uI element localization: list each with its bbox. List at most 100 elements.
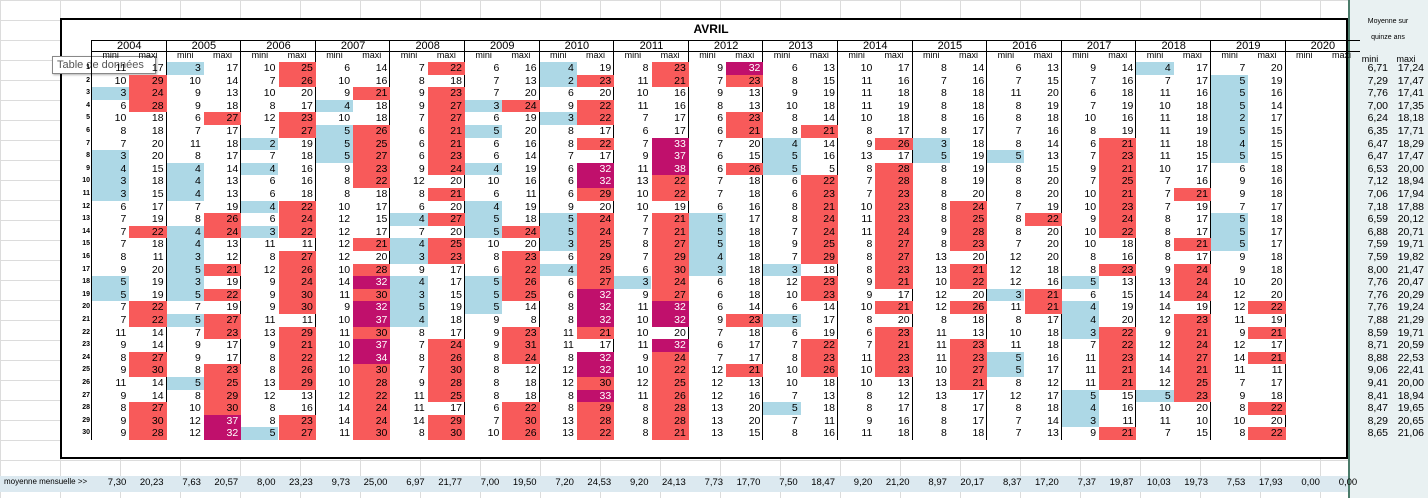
max-temp-cell[interactable]: 27 [278,427,316,440]
max-temp-cell[interactable]: 23 [353,162,391,176]
max-temp-cell[interactable]: 19 [226,301,239,314]
max-temp-cell[interactable]: 17 [1270,200,1283,213]
max-temp-cell[interactable]: 13 [823,62,835,74]
max-temp-cell[interactable]: 24 [129,87,167,100]
min-temp-cell[interactable]: 10 [786,288,798,301]
min-temp-cell[interactable]: 9 [1090,62,1097,74]
min-temp-cell[interactable]: 7 [717,188,724,200]
min-temp-cell[interactable]: 5 [688,238,727,251]
min-temp-cell[interactable]: 8 [941,402,947,415]
min-temp-cell[interactable]: 14 [338,402,351,415]
min-temp-cell[interactable]: 8 [1015,112,1022,125]
max-temp-cell[interactable]: 17 [450,326,462,339]
min-temp-cell[interactable]: 12 [1009,263,1022,276]
min-temp-cell[interactable]: 4 [1061,402,1100,415]
min-temp-cell[interactable]: 7 [493,414,500,427]
max-temp-cell[interactable]: 21 [1099,137,1137,151]
max-temp-cell[interactable]: 19 [599,62,612,74]
min-temp-cell[interactable]: 9 [120,364,127,377]
max-temp-cell[interactable]: 29 [800,251,838,264]
max-temp-cell[interactable]: 15 [1121,288,1134,301]
min-temp-cell[interactable]: 8 [941,414,947,427]
min-temp-cell[interactable]: 8 [568,402,574,415]
max-temp-cell[interactable]: 16 [823,427,835,440]
min-temp-cell[interactable]: 5 [539,213,577,226]
max-temp-cell[interactable]: 13 [226,188,239,200]
min-temp-cell[interactable]: 4 [166,188,204,201]
max-temp-cell[interactable]: 26 [278,74,316,88]
max-temp-cell[interactable]: 16 [674,99,686,112]
min-temp-cell[interactable]: 12 [338,351,351,364]
min-temp-cell[interactable]: 9 [269,301,276,314]
min-temp-cell[interactable]: 8 [120,125,127,137]
min-temp-cell[interactable]: 10 [1084,238,1097,251]
min-temp-cell[interactable]: 9 [866,288,873,301]
max-temp-cell[interactable]: 20 [748,414,761,427]
min-temp-cell[interactable]: 9 [791,238,798,251]
max-temp-cell[interactable]: 18 [748,238,761,251]
max-temp-cell[interactable]: 23 [1099,200,1137,214]
max-temp-cell[interactable]: 17 [972,389,985,402]
min-temp-cell[interactable]: 10 [338,339,351,352]
max-temp-cell[interactable]: 23 [875,351,913,365]
max-temp-cell[interactable]: 30 [353,427,391,440]
min-temp-cell[interactable]: 7 [866,339,873,352]
min-temp-cell[interactable]: 13 [636,175,649,188]
max-temp-cell[interactable]: 16 [301,175,313,188]
max-temp-cell[interactable]: 20 [1047,87,1059,100]
min-temp-cell[interactable]: 8 [269,251,276,263]
min-temp-cell[interactable]: 14 [338,276,351,289]
max-temp-cell[interactable]: 25 [203,377,242,390]
max-temp-cell[interactable]: 27 [278,251,316,264]
min-temp-cell[interactable]: 13 [935,263,947,276]
min-temp-cell[interactable]: 6 [269,213,276,226]
max-temp-cell[interactable]: 37 [203,414,242,428]
min-temp-cell[interactable]: 7 [791,339,798,352]
max-temp-cell[interactable]: 14 [748,301,761,314]
max-temp-cell[interactable]: 26 [278,364,316,377]
min-temp-cell[interactable]: 10 [1009,326,1022,339]
max-temp-cell[interactable]: 17 [151,200,164,213]
min-temp-cell[interactable]: 11 [115,62,127,74]
min-temp-cell[interactable]: 12 [786,276,798,289]
max-temp-cell[interactable]: 16 [1121,112,1134,125]
min-temp-cell[interactable]: 9 [717,314,724,326]
max-temp-cell[interactable]: 22 [949,276,988,289]
max-temp-cell[interactable]: 11 [1271,364,1283,377]
max-temp-cell[interactable]: 23 [1173,314,1211,327]
min-temp-cell[interactable]: 5 [1136,389,1174,403]
max-temp-cell[interactable]: 23 [875,213,913,226]
max-temp-cell[interactable]: 23 [726,314,764,327]
min-temp-cell[interactable]: 4 [539,62,577,75]
min-temp-cell[interactable]: 11 [637,339,649,352]
min-temp-cell[interactable]: 8 [1164,225,1171,238]
max-temp-cell[interactable]: 21 [1248,351,1286,365]
max-temp-cell[interactable]: 25 [1173,377,1211,390]
min-temp-cell[interactable]: 7 [195,200,201,213]
min-temp-cell[interactable]: 8 [1015,314,1022,326]
max-temp-cell[interactable]: 23 [427,251,465,264]
min-temp-cell[interactable]: 6 [493,188,500,200]
max-temp-cell[interactable]: 12 [897,389,910,402]
min-temp-cell[interactable]: 8 [866,314,873,326]
min-temp-cell[interactable]: 4 [166,225,204,239]
min-temp-cell[interactable]: 6 [269,175,276,188]
min-temp-cell[interactable]: 11 [413,389,425,402]
min-temp-cell[interactable]: 4 [166,238,204,251]
min-temp-cell[interactable]: 8 [1015,402,1022,415]
min-temp-cell[interactable]: 10 [338,74,351,87]
min-temp-cell[interactable]: 12 [1159,339,1171,352]
min-temp-cell[interactable]: 8 [1015,137,1022,150]
max-temp-cell[interactable]: 18 [748,276,761,289]
min-temp-cell[interactable]: 12 [338,213,351,226]
min-temp-cell[interactable]: 8 [568,389,574,402]
min-temp-cell[interactable]: 14 [338,414,351,427]
max-temp-cell[interactable]: 17 [450,402,462,415]
min-temp-cell[interactable]: 13 [935,389,947,402]
max-temp-cell[interactable]: 16 [897,414,910,427]
min-temp-cell[interactable]: 8 [195,389,201,402]
max-temp-cell[interactable]: 28 [651,402,689,415]
min-temp-cell[interactable]: 9 [1090,427,1097,440]
max-temp-cell[interactable]: 13 [1047,427,1059,440]
max-temp-cell[interactable]: 18 [1047,112,1059,125]
